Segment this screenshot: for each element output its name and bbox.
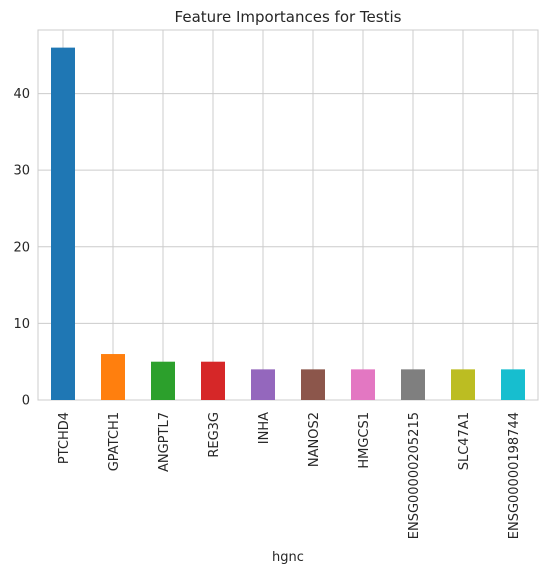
- x-axis-ticks: PTCHD4 GPATCH1 ANGPTL7 REG3G INHA NANOS2 HMGCS…: [57, 412, 522, 539]
- bar-hmgcs1: [351, 369, 375, 400]
- x-tick-label: HMGCS1: [357, 412, 372, 469]
- grid: [38, 30, 538, 400]
- bar-ptchd4: [51, 48, 75, 400]
- bar-reg3g: [201, 362, 225, 400]
- bar-nanos2: [301, 369, 325, 400]
- bar-angptl7: [151, 362, 175, 400]
- bar-ensg00000198744: [501, 369, 525, 400]
- bars: [51, 48, 525, 400]
- y-axis-ticks: 0 10 20 30 40: [13, 87, 30, 408]
- x-tick-label: REG3G: [207, 412, 222, 458]
- y-tick-label: 0: [22, 394, 30, 409]
- bar-slc47a1: [451, 369, 475, 400]
- x-tick-label: ENSG00000205215: [407, 412, 422, 539]
- x-tick-label: NANOS2: [307, 412, 322, 467]
- x-tick-label: INHA: [257, 412, 272, 444]
- x-tick-label: PTCHD4: [57, 412, 72, 464]
- bar-ensg00000205215: [401, 369, 425, 400]
- x-tick-label: ENSG00000198744: [507, 412, 522, 539]
- y-tick-label: 30: [13, 164, 30, 179]
- x-tick-label: GPATCH1: [107, 412, 122, 471]
- bar-gpatch1: [101, 354, 125, 400]
- y-tick-label: 40: [13, 87, 30, 102]
- x-tick-label: ANGPTL7: [157, 412, 172, 472]
- y-tick-label: 20: [13, 240, 30, 255]
- y-tick-label: 10: [13, 317, 30, 332]
- bar-inha: [251, 369, 275, 400]
- x-tick-label: SLC47A1: [457, 412, 472, 470]
- x-axis-title: hgnc: [272, 550, 304, 565]
- chart-title: Feature Importances for Testis: [175, 8, 402, 26]
